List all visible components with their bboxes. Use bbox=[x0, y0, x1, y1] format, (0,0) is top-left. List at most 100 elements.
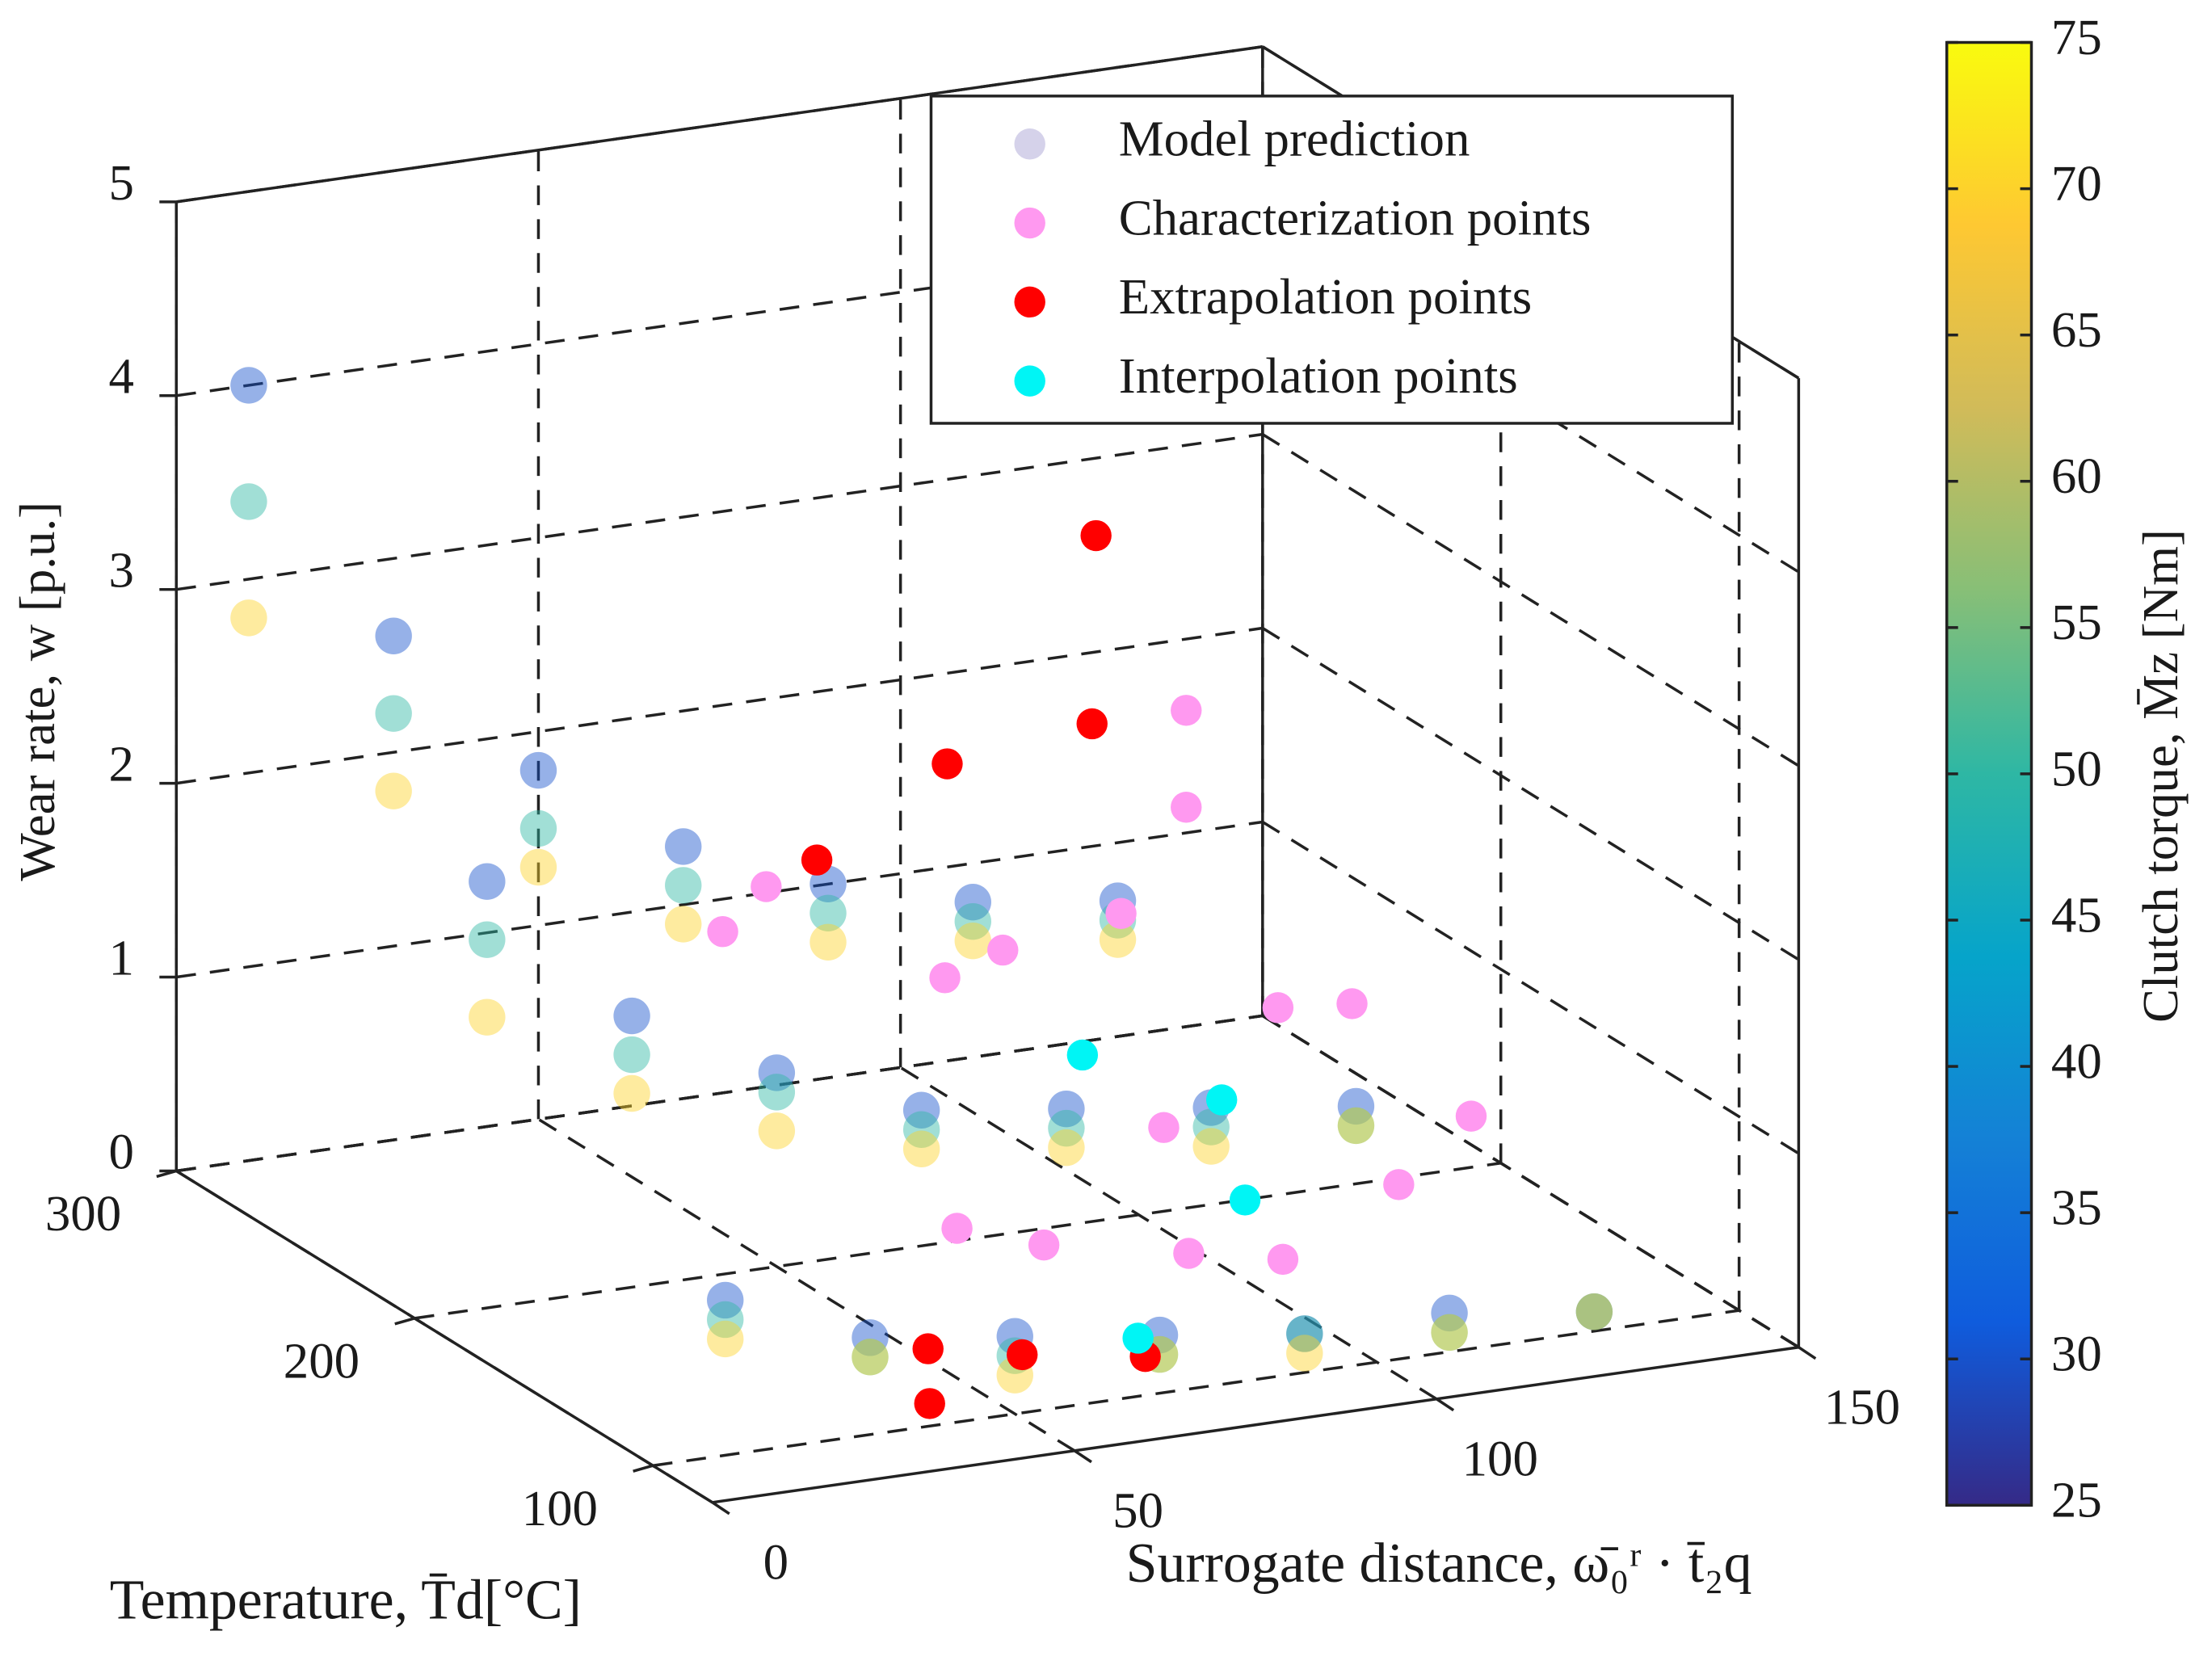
model-point bbox=[758, 1054, 796, 1091]
colorbar-tick-label: 35 bbox=[2051, 1179, 2102, 1236]
data-point bbox=[1229, 1184, 1261, 1216]
data-point bbox=[751, 871, 782, 902]
model-point bbox=[852, 1339, 889, 1376]
model-point bbox=[519, 809, 557, 847]
model-point bbox=[1337, 1087, 1375, 1125]
tick-mark bbox=[711, 1501, 730, 1516]
model-point bbox=[1099, 921, 1137, 958]
data-point bbox=[914, 1388, 945, 1419]
axis-line bbox=[1261, 1014, 1800, 1349]
tick-mark bbox=[394, 1317, 415, 1326]
model-point bbox=[1575, 1293, 1613, 1331]
legend-label: Interpolation points bbox=[1119, 347, 1518, 404]
data-point bbox=[1122, 1322, 1154, 1354]
z-tick-label: 5 bbox=[108, 154, 133, 211]
legend-marker bbox=[1014, 128, 1045, 160]
colorbar-tick-label: 55 bbox=[2051, 594, 2102, 650]
legend-label: Characterization points bbox=[1119, 189, 1592, 246]
y-tick-label: 100 bbox=[522, 1480, 598, 1537]
data-point bbox=[1105, 898, 1137, 929]
legend-marker bbox=[1014, 207, 1045, 239]
data-point bbox=[1080, 519, 1112, 552]
axis-line bbox=[712, 1346, 1799, 1504]
data-point bbox=[1171, 695, 1202, 726]
model-point bbox=[902, 1130, 940, 1167]
legend-label: Extrapolation points bbox=[1119, 268, 1533, 325]
model-point bbox=[1337, 1107, 1375, 1145]
model-point bbox=[519, 848, 557, 886]
data-point bbox=[941, 1213, 973, 1244]
tick-mark bbox=[1074, 1449, 1092, 1464]
z-tick-label: 4 bbox=[108, 348, 133, 405]
model-point bbox=[469, 998, 506, 1036]
model-point bbox=[954, 922, 991, 960]
data-point bbox=[987, 934, 1019, 966]
model-point bbox=[665, 867, 702, 904]
model-point bbox=[1192, 1128, 1230, 1165]
model-point bbox=[1575, 1293, 1613, 1331]
model-point bbox=[1192, 1108, 1230, 1146]
grid-line bbox=[1261, 820, 1800, 1155]
y-axis-label: Temperature, T̄d[°C] bbox=[110, 1569, 582, 1631]
model-point bbox=[810, 894, 847, 931]
tick-mark bbox=[1798, 1346, 1817, 1360]
x-tick-label: 0 bbox=[763, 1534, 788, 1591]
model-point bbox=[375, 617, 412, 654]
x-axis-label: Surrogate distance, ω̄₀ʳ · t̄₂q bbox=[1126, 1532, 1752, 1595]
tick-mark bbox=[633, 1464, 654, 1473]
colorbar-tick-label: 75 bbox=[2051, 9, 2102, 65]
data-point bbox=[1205, 1084, 1238, 1116]
model-point bbox=[954, 883, 991, 921]
grid-line bbox=[652, 1309, 1739, 1467]
model-point bbox=[902, 1111, 940, 1148]
model-point bbox=[707, 1320, 744, 1358]
legend: Model prediction Characterization points… bbox=[929, 95, 1735, 425]
colorbar-tick-label: 45 bbox=[2051, 886, 2102, 943]
colorbar-tick-label: 40 bbox=[2051, 1032, 2102, 1089]
data-point bbox=[1076, 708, 1108, 740]
x-tick-label: 50 bbox=[1112, 1482, 1163, 1539]
data-point bbox=[931, 748, 963, 780]
axis-line bbox=[175, 1169, 713, 1504]
data-point bbox=[1383, 1169, 1415, 1200]
grid-line bbox=[1261, 627, 1800, 961]
grid-line bbox=[1261, 433, 1800, 767]
model-point bbox=[469, 863, 506, 900]
legend-marker bbox=[1014, 365, 1045, 397]
colorbar-tick-label: 70 bbox=[2051, 155, 2102, 212]
model-point bbox=[665, 906, 702, 943]
z-tick-label: 3 bbox=[108, 542, 133, 599]
grid-line bbox=[176, 626, 1264, 785]
model-point bbox=[1286, 1315, 1323, 1352]
model-point bbox=[852, 1339, 889, 1376]
data-point bbox=[1455, 1100, 1487, 1132]
data-point bbox=[1267, 1243, 1299, 1276]
model-point bbox=[1431, 1294, 1468, 1332]
model-point bbox=[1048, 1090, 1085, 1128]
colorbar-tick-label: 30 bbox=[2051, 1326, 2102, 1382]
model-point bbox=[1431, 1314, 1468, 1352]
model-point bbox=[230, 599, 267, 637]
z-tick-label: 1 bbox=[108, 929, 133, 986]
colorbar: 25 30 35 40 45 50 55 60 65 70 75 bbox=[1945, 9, 2102, 1528]
colorbar-tick-label: 60 bbox=[2051, 448, 2102, 504]
data-point bbox=[1171, 792, 1202, 823]
y-tick-label: 200 bbox=[284, 1333, 360, 1389]
tick-mark bbox=[1436, 1398, 1455, 1412]
legend-box bbox=[929, 95, 1735, 425]
model-point bbox=[665, 828, 702, 865]
model-point bbox=[230, 367, 267, 404]
tick-mark bbox=[156, 1169, 177, 1179]
model-point bbox=[707, 1281, 744, 1319]
model-point bbox=[707, 1301, 744, 1339]
model-point bbox=[1337, 1107, 1375, 1145]
model-point bbox=[758, 1074, 796, 1111]
points bbox=[230, 367, 1613, 1419]
x-tick-label: 100 bbox=[1462, 1431, 1538, 1487]
model-point bbox=[1048, 1109, 1085, 1147]
axis-line bbox=[176, 45, 1264, 204]
model-point bbox=[613, 1074, 650, 1112]
colorbar-tick-label: 65 bbox=[2051, 301, 2102, 358]
legend-marker bbox=[1014, 286, 1045, 318]
model-point bbox=[758, 1112, 796, 1150]
